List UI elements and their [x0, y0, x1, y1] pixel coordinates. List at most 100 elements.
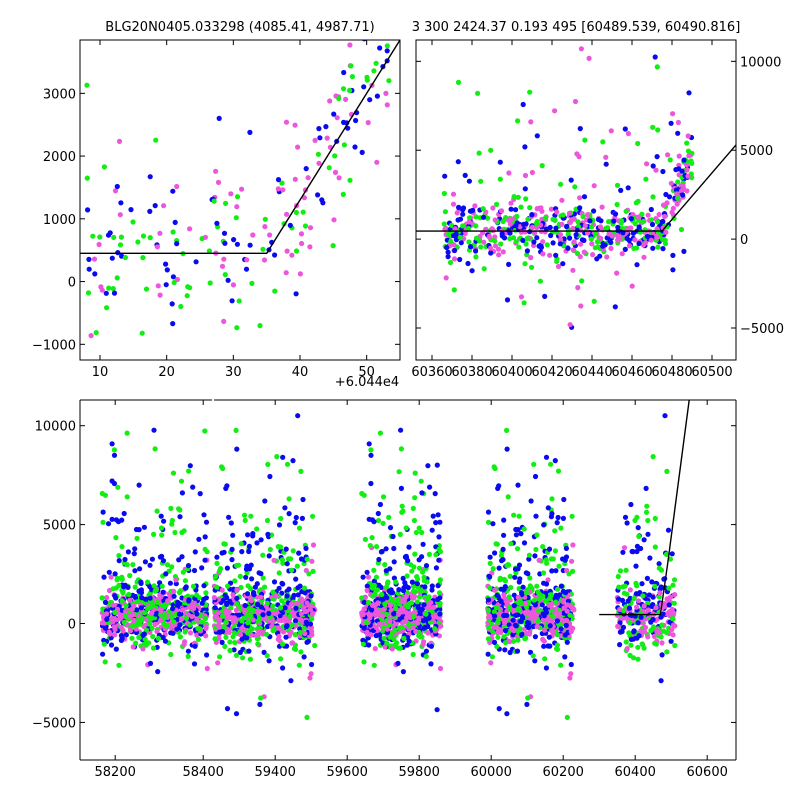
bottom-point-green [171, 619, 177, 625]
bottom-point-blue [283, 634, 289, 640]
tr-point-green [457, 234, 463, 240]
tl-point-green [234, 194, 241, 200]
bottom-point-green [369, 352, 374, 357]
bottom-point-green [493, 541, 499, 547]
bottom-point-green [359, 490, 365, 497]
bottom-point-magenta [203, 633, 209, 639]
tl-point-magenta [244, 257, 250, 263]
bottom-point-green [507, 573, 513, 580]
bottom-point-magenta [425, 630, 431, 636]
bottom-point-blue [501, 532, 507, 538]
bottom-point-green [412, 470, 418, 476]
tr-point-green [591, 298, 597, 304]
tl-point-blue [377, 45, 383, 51]
tr-point-green [518, 204, 524, 210]
bottom-point-blue [391, 559, 397, 565]
tr-point-green [515, 194, 521, 200]
bottom-point-blue [163, 571, 169, 577]
bottom-point-blue [418, 611, 424, 617]
bottom-point-blue [491, 639, 498, 646]
tr-point-green [655, 244, 661, 250]
tl-point-green [170, 229, 176, 235]
tl-point-magenta [292, 122, 298, 128]
tr-point-magenta [614, 270, 620, 276]
bottom-point-blue [102, 599, 109, 606]
bottom-point-green [416, 525, 422, 531]
bottom-point-green [535, 618, 541, 624]
tl-point-green [364, 74, 370, 80]
bottom-point-blue [530, 623, 537, 630]
tl-point-magenta [297, 271, 303, 277]
bottom-point-blue [649, 579, 655, 585]
tr-point-magenta [451, 256, 458, 262]
tr-point-blue [465, 260, 471, 267]
tr-point-blue [587, 218, 593, 224]
tr-point-magenta [452, 226, 458, 232]
tl-point-green [178, 303, 184, 310]
bottom-point-green [617, 568, 624, 574]
tl-point-magenta [98, 284, 104, 290]
bottom-point-blue [138, 579, 144, 585]
bottom-point-magenta [634, 604, 640, 610]
bottom-point-blue [500, 546, 506, 553]
bottom-point-green [182, 629, 188, 635]
bottom-point-magenta [250, 617, 256, 623]
bottom-point-magenta [104, 611, 110, 617]
bottom-point-blue [541, 613, 547, 619]
bottom-point-magenta [545, 615, 551, 622]
bottom-point-blue [526, 624, 532, 631]
bottom-point-blue [217, 629, 223, 635]
tl-point-green [384, 43, 390, 49]
bottom-point-green [185, 653, 191, 660]
tr-point-blue [612, 211, 619, 217]
bottom-point-magenta [113, 617, 119, 623]
bottom-point-green [306, 571, 312, 577]
bottom-point-green [143, 642, 149, 648]
bottom-point-green [227, 647, 233, 654]
bottom-point-blue [420, 618, 426, 624]
bottom-point-green [373, 587, 380, 593]
tr-point-blue [458, 240, 464, 246]
bottom-point-blue [155, 669, 161, 675]
bottom-point-magenta [399, 608, 405, 614]
tl-point-blue [163, 261, 169, 267]
bottom-point-blue [260, 612, 266, 618]
bottom-point-blue [293, 514, 299, 521]
tr-point-magenta [577, 241, 584, 247]
tr-point-green [579, 278, 585, 284]
bottom-point-magenta [211, 595, 217, 601]
tr-point-blue [529, 212, 535, 218]
bottom-point-green [280, 560, 286, 566]
bottom-point-green [540, 544, 546, 550]
bottom-point-green [151, 531, 157, 538]
bottom-point-blue [620, 549, 626, 555]
bottom-point-blue [282, 505, 288, 511]
bottom-point-blue [233, 711, 240, 717]
bottom-point-magenta [131, 617, 137, 624]
tr-point-blue [681, 157, 687, 163]
bottom-point-green [491, 609, 497, 615]
bottom-point-blue [532, 602, 539, 608]
bottom-point-blue [435, 583, 441, 589]
bottom-point-blue [251, 591, 257, 597]
tr-point-green [481, 266, 487, 272]
tr-point-blue [480, 214, 487, 220]
bottom-point-blue [368, 480, 374, 487]
bottom-point-green [419, 529, 425, 536]
bottom-point-green [368, 447, 374, 453]
bottom-point-blue [246, 648, 252, 654]
bottom-point-magenta [492, 587, 498, 593]
tr-point-green [514, 213, 520, 219]
tr-point-blue [467, 208, 473, 214]
bottom-point-magenta [111, 624, 117, 630]
bottom-point-magenta [288, 601, 294, 608]
bottom-point-magenta [384, 626, 390, 632]
bottom-point-green [284, 461, 291, 467]
tl-point-green [300, 209, 306, 215]
tl-point-green [90, 233, 96, 239]
bottom-point-green [312, 642, 318, 649]
bottom-point-magenta [387, 602, 394, 609]
bottom-point-blue [201, 596, 207, 603]
bottom-point-green [412, 551, 418, 557]
